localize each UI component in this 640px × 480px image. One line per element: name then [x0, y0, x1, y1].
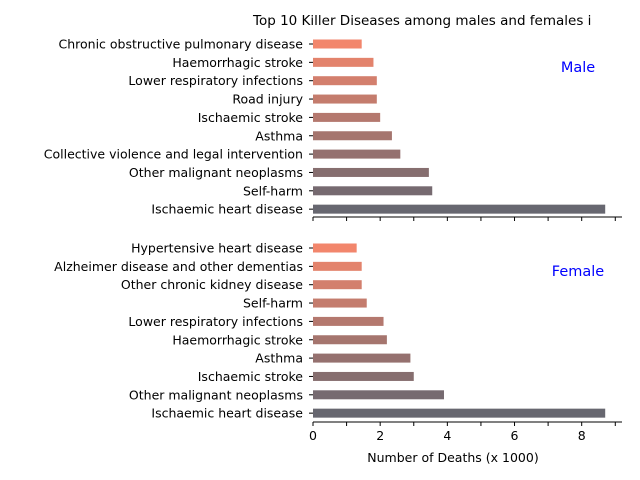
category-label: Haemorrhagic stroke: [172, 332, 303, 347]
bar: [313, 57, 374, 67]
x-tick-label: 8: [578, 428, 586, 443]
x-tick-label: 0: [309, 428, 317, 443]
category-label: Chronic obstructive pulmonary disease: [59, 37, 304, 52]
bar: [313, 39, 362, 49]
panel-female: Hypertensive heart disease Alzheimer dise…: [54, 241, 622, 443]
bar: [313, 390, 444, 400]
category-label: Alzheimer disease and other dementias: [54, 259, 303, 274]
panel-male: Chronic obstructive pulmonary disease Hae…: [44, 37, 622, 221]
category-label: Asthma: [255, 351, 303, 366]
bar: [313, 353, 411, 363]
panel-label: Male: [561, 60, 595, 76]
category-label: Self-harm: [243, 183, 303, 198]
panel-label: Female: [552, 264, 605, 280]
category-label: Other malignant neoplasms: [129, 387, 303, 402]
category-label: Road injury: [232, 92, 303, 107]
bar: [313, 261, 362, 271]
bar: [313, 298, 367, 308]
category-label: Other chronic kidney disease: [121, 277, 303, 292]
bar: [313, 167, 429, 177]
category-label: Lower respiratory infections: [128, 73, 303, 88]
category-label: Hypertensive heart disease: [131, 241, 303, 256]
bar: [313, 408, 606, 418]
x-axis-label: Number of Deaths (x 1000): [367, 450, 538, 465]
bar: [313, 112, 381, 122]
bar: [313, 335, 387, 345]
chart-title: Top 10 Killer Diseases among males and f…: [252, 13, 591, 29]
category-label: Haemorrhagic stroke: [172, 55, 303, 70]
bar: [313, 94, 377, 104]
category-label: Asthma: [255, 128, 303, 143]
bar: [313, 280, 362, 290]
bar: [313, 76, 377, 86]
bar: [313, 371, 414, 381]
x-tick-label: 2: [376, 428, 384, 443]
chart-panels: Chronic obstructive pulmonary disease Hae…: [44, 37, 622, 443]
category-label: Lower respiratory infections: [128, 314, 303, 329]
x-tick-label: 6: [511, 428, 519, 443]
x-tick-label: 4: [443, 428, 451, 443]
bar: [313, 243, 357, 253]
bar: [313, 149, 401, 159]
category-label: Self-harm: [243, 296, 303, 311]
category-label: Other malignant neoplasms: [129, 165, 303, 180]
bar: [313, 204, 606, 214]
bar: [313, 316, 384, 326]
category-label: Collective violence and legal interventi…: [44, 147, 303, 162]
bar: [313, 186, 433, 196]
category-label: Ischaemic stroke: [198, 369, 304, 384]
category-label: Ischaemic heart disease: [151, 406, 303, 421]
category-label: Ischaemic heart disease: [151, 202, 303, 217]
bar: [313, 131, 392, 141]
category-label: Ischaemic stroke: [198, 110, 304, 125]
